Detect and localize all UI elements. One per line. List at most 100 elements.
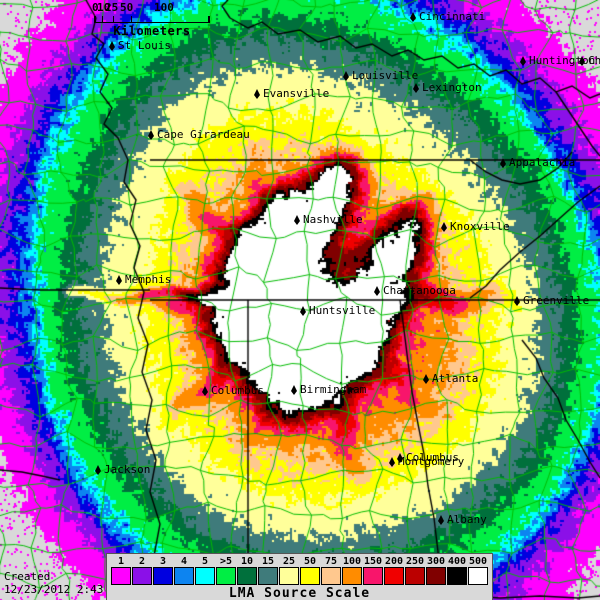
legend-swatch-color[interactable] xyxy=(279,567,299,585)
city-marker-icon xyxy=(520,56,526,66)
legend-label-text: 4 xyxy=(180,556,188,567)
legend-swatch-color[interactable] xyxy=(195,567,215,585)
legend-swatch-50[interactable] xyxy=(300,567,320,585)
legend-swatch-color[interactable] xyxy=(258,567,278,585)
legend-swatch-300[interactable] xyxy=(426,567,446,585)
city-label-columbus: Columbus xyxy=(397,451,459,464)
city-marker-icon xyxy=(109,41,115,51)
legend-swatch-2[interactable] xyxy=(132,567,152,585)
legend-label-text: 75 xyxy=(324,556,338,567)
city-label-atlanta: Atlanta xyxy=(423,373,478,384)
scale-bar-ticks: 0 10 25 50 100 xyxy=(92,2,212,15)
legend-label-250: 250 xyxy=(405,556,425,567)
city-label-text: Birmingham xyxy=(300,383,367,396)
city-marker-icon xyxy=(389,457,395,467)
legend-swatch-color[interactable] xyxy=(153,567,173,585)
legend-swatch-75[interactable] xyxy=(321,567,341,585)
city-marker-icon xyxy=(95,465,101,475)
legend-swatch-gt5[interactable] xyxy=(216,567,236,585)
city-label-albany: Albany xyxy=(438,513,487,526)
legend-swatch-5[interactable] xyxy=(195,567,215,585)
legend-swatch-color[interactable] xyxy=(174,567,194,585)
city-marker-icon xyxy=(291,385,297,395)
scale-bar-units-label: Kilometers xyxy=(113,24,191,38)
legend-swatch-200[interactable] xyxy=(384,567,404,585)
city-label-montgomery: Montgomery xyxy=(389,455,465,468)
legend-swatch-color[interactable] xyxy=(405,567,425,585)
distance-scale-bar: 0 10 25 50 100 Kilometers xyxy=(92,2,212,40)
created-label: Created xyxy=(4,570,51,583)
legend-swatch-color[interactable] xyxy=(300,567,320,585)
legend-swatch-color[interactable] xyxy=(321,567,341,585)
city-marker-icon xyxy=(514,296,520,306)
legend-swatch-color[interactable] xyxy=(468,567,488,585)
legend-label-text: 150 xyxy=(363,556,383,567)
city-label-text: Lexington xyxy=(422,81,482,94)
legend-swatch-color[interactable] xyxy=(447,567,467,585)
legend-swatch-100[interactable] xyxy=(342,567,362,585)
legend-swatch-15[interactable] xyxy=(258,567,278,585)
legend-label-text: 1 xyxy=(117,556,125,567)
city-marker-icon xyxy=(148,130,154,140)
city-marker-icon xyxy=(374,286,380,296)
legend-label-row: 1 2 3 4 5 >5 10 15 25 50 75 100 150 200 250 300 400 500 xyxy=(111,556,488,567)
city-label-text: Albany xyxy=(447,513,487,526)
legend-swatch-color[interactable] xyxy=(237,567,257,585)
city-label-text: St Louis xyxy=(118,39,171,52)
city-marker-icon xyxy=(410,12,416,22)
city-label-text: Huntington xyxy=(529,54,596,67)
scale-bar-line xyxy=(94,16,210,23)
legend-label-text: 400 xyxy=(447,556,467,567)
city-label-text: Appalachia xyxy=(509,156,576,169)
city-label-appalachia: Appalachia xyxy=(500,156,576,169)
legend-label-text: 3 xyxy=(159,556,167,567)
city-marker-icon xyxy=(294,215,300,225)
city-marker-icon xyxy=(441,222,447,232)
legend-label-150: 150 xyxy=(363,556,383,567)
legend-label-text: 200 xyxy=(384,556,404,567)
legend-label-50: 50 xyxy=(300,556,320,567)
city-label-text: Jackson xyxy=(104,463,151,476)
legend-label-text: 300 xyxy=(426,556,446,567)
legend-swatch-1[interactable] xyxy=(111,567,131,585)
legend-swatch-color[interactable] xyxy=(132,567,152,585)
legend-swatch-3[interactable] xyxy=(153,567,173,585)
scale-tick-0: 0 xyxy=(92,1,99,14)
city-label-knoxville: Knoxville xyxy=(441,221,510,232)
legend-swatch-4[interactable] xyxy=(174,567,194,585)
legend-swatch-color[interactable] xyxy=(384,567,404,585)
legend-swatch-color[interactable] xyxy=(111,567,131,585)
city-label-nashville: Nashville xyxy=(294,213,363,226)
legend-swatch-color[interactable] xyxy=(363,567,383,585)
city-label-charl: Charl xyxy=(579,54,600,67)
legend-swatch-400[interactable] xyxy=(447,567,467,585)
legend-swatch-250[interactable] xyxy=(405,567,425,585)
city-label-text: Columbus xyxy=(406,451,459,464)
city-label-text: Huntsville xyxy=(309,304,376,317)
legend-swatch-150[interactable] xyxy=(363,567,383,585)
scale-tick-25: 25 xyxy=(105,1,119,14)
city-label-text: Evansville xyxy=(263,87,330,100)
city-marker-icon xyxy=(116,275,122,285)
city-label-birmingham: Birmingham xyxy=(291,383,367,396)
legend-swatch-color[interactable] xyxy=(342,567,362,585)
city-label-text: Cape Girardeau xyxy=(157,128,250,141)
legend-swatch-color[interactable] xyxy=(216,567,236,585)
city-label-text: Charl xyxy=(588,54,600,67)
legend-label-text: >5 xyxy=(219,556,233,567)
legend-label-300: 300 xyxy=(426,556,446,567)
legend-swatch-color[interactable] xyxy=(426,567,446,585)
legend-label-200: 200 xyxy=(384,556,404,567)
city-label-huntsville: Huntsville xyxy=(300,304,376,317)
city-label-jackson: Jackson xyxy=(95,463,151,476)
legend-label-400: 400 xyxy=(447,556,467,567)
city-label-text: Montgomery xyxy=(398,455,465,468)
city-label-text: Nashville xyxy=(303,213,363,226)
legend-label-100: 100 xyxy=(342,556,362,567)
legend-swatch-500[interactable] xyxy=(468,567,488,585)
legend-swatch-10[interactable] xyxy=(237,567,257,585)
legend-label-text: 100 xyxy=(342,556,362,567)
legend-swatch-25[interactable] xyxy=(279,567,299,585)
legend-label-text: 500 xyxy=(468,556,488,567)
